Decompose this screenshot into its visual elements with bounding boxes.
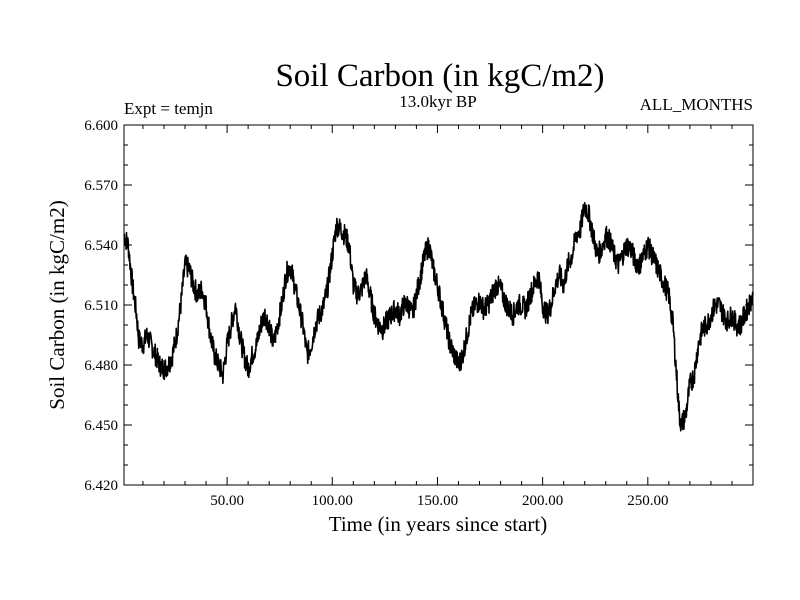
x-tick-label: 100.00 <box>312 493 353 509</box>
x-tick-label: 150.00 <box>417 493 458 509</box>
x-tick-label: 250.00 <box>627 493 668 509</box>
plot-area: 50.00 100.00 150.00 200.00 250.00 6.420 6.450… <box>84 118 754 509</box>
chart-subtitle-left: Expt = temjn <box>124 99 213 118</box>
series-layer <box>123 202 754 432</box>
chart-title: Soil Carbon (in kgC/m2) <box>275 58 604 94</box>
plot-frame <box>123 124 754 486</box>
y-axis: 6.420 6.450 6.480 6.510 6.540 6.570 6.600 <box>84 118 753 494</box>
y-tick-label: 6.480 <box>84 358 118 374</box>
x-axis: 50.00 100.00 150.00 200.00 250.00 <box>142 125 733 509</box>
y-tick-label: 6.540 <box>84 238 118 254</box>
x-tick-label: 50.00 <box>210 493 244 509</box>
y-tick-label: 6.420 <box>84 478 118 494</box>
chart-subtitle-center: 13.0kyr BP <box>399 92 476 111</box>
y-tick-label: 6.510 <box>84 298 118 314</box>
chart-subtitle-right: ALL_MONTHS <box>640 95 753 114</box>
y-tick-label: 6.570 <box>84 178 118 194</box>
x-tick-label: 200.00 <box>522 493 563 509</box>
x-axis-label: Time (in years since start) <box>329 512 548 536</box>
y-tick-label: 6.450 <box>84 418 118 434</box>
y-tick-label: 6.600 <box>84 118 118 134</box>
y-axis-label: Soil Carbon (in kgC/m2) <box>45 200 69 409</box>
series-line <box>123 202 754 432</box>
